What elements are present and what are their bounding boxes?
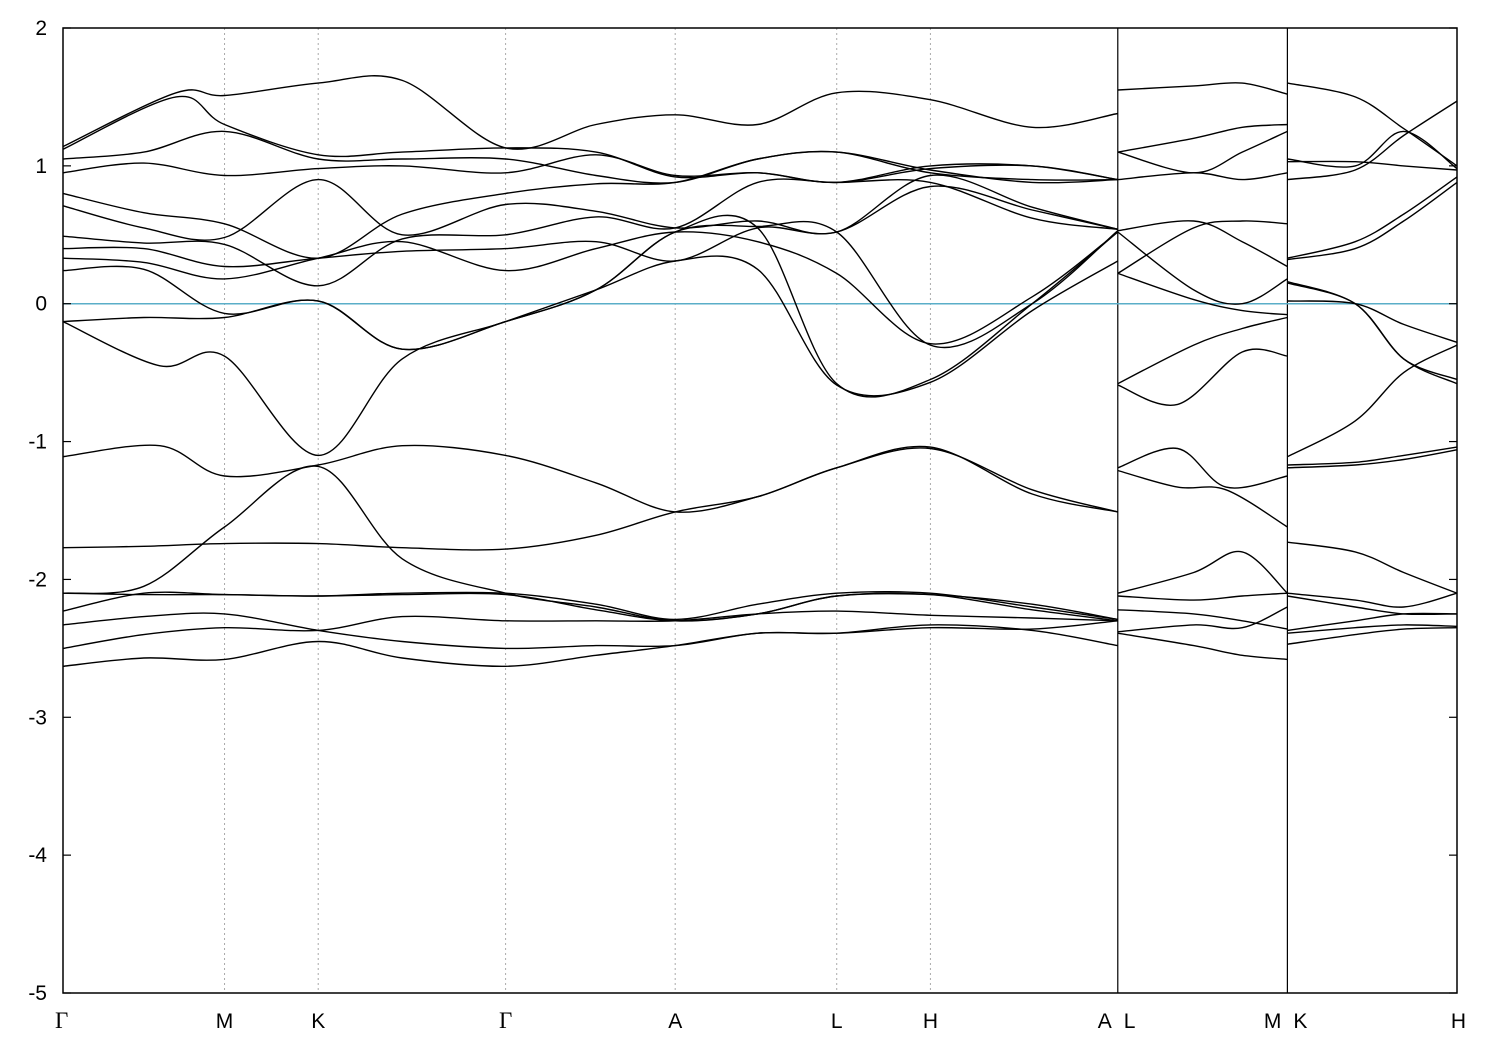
y-tick-label: -3 — [28, 706, 47, 729]
band-line — [1287, 130, 1458, 170]
band-line — [1117, 123, 1288, 153]
band-line — [1287, 624, 1458, 634]
y-axis-ticks: 2 1 0 -1 -2 -3 -4 -5 — [28, 17, 1457, 1005]
kpoint-label: M — [216, 1010, 234, 1033]
band-line — [1117, 82, 1288, 95]
band-line — [62, 231, 1119, 345]
band-line — [1287, 344, 1458, 458]
kpoint-label: K — [1293, 1010, 1307, 1033]
band-line — [1117, 447, 1288, 489]
kpoint-label: H — [923, 1010, 938, 1033]
band-line — [1117, 172, 1288, 181]
band-line — [1287, 176, 1458, 259]
band-line — [62, 590, 1118, 621]
band-line — [62, 624, 1118, 668]
band-line — [1117, 316, 1288, 385]
band-line — [62, 130, 1118, 184]
band-line — [1117, 272, 1288, 316]
band-line — [1117, 609, 1288, 630]
band-line — [1117, 550, 1288, 594]
band-line — [62, 174, 1118, 241]
band-line — [1117, 469, 1288, 528]
band-line — [1117, 632, 1288, 661]
band-line — [62, 444, 1118, 513]
band-line — [1117, 606, 1288, 633]
band-line — [1287, 449, 1458, 469]
band-line — [1117, 220, 1288, 274]
band-line — [62, 610, 1118, 650]
band-line — [62, 154, 1118, 184]
band-line — [62, 465, 1118, 622]
band-line — [1287, 627, 1458, 645]
y-tick-label: -4 — [28, 844, 47, 867]
band-line — [62, 95, 1118, 184]
band-line — [62, 612, 1118, 650]
kpoint-label: A — [1098, 1010, 1112, 1033]
y-tick-label: 0 — [35, 293, 47, 316]
band-line — [62, 185, 1118, 268]
y-tick-label: 1 — [35, 155, 47, 178]
band-line — [1287, 82, 1458, 167]
y-tick-label: 2 — [35, 17, 47, 40]
band-line — [1287, 446, 1458, 466]
kpoint-label: Γ — [55, 1008, 68, 1033]
band-line — [62, 150, 1118, 259]
band-line — [1287, 100, 1458, 181]
band-line — [1117, 348, 1288, 406]
kpoint-label: L — [831, 1010, 843, 1033]
kpoint-label: H — [1451, 1010, 1466, 1033]
y-tick-label: -5 — [28, 982, 47, 1005]
band-line — [62, 220, 1119, 351]
band-line — [1117, 220, 1288, 268]
y-tick-label: -1 — [28, 431, 47, 454]
band-line — [62, 75, 1118, 150]
band-line — [1287, 281, 1458, 381]
kpoint-label: K — [311, 1010, 325, 1033]
kpoint-label: A — [668, 1010, 682, 1033]
band-line — [62, 214, 1119, 398]
kpoint-label: L — [1124, 1010, 1136, 1033]
band-line — [1287, 541, 1458, 594]
band-line — [62, 255, 1119, 457]
band-line — [1287, 592, 1458, 608]
band-line — [1117, 592, 1288, 601]
band-lines-layer — [62, 75, 1458, 668]
band-line — [62, 447, 1118, 551]
grid-layer — [224, 28, 1288, 993]
band-line — [1287, 595, 1458, 616]
kpoint-label: M — [1264, 1010, 1282, 1033]
band-line — [1287, 282, 1458, 385]
plot-frame — [62, 27, 1458, 994]
band-line — [1117, 130, 1288, 174]
band-line — [1117, 231, 1288, 305]
band-line — [1287, 160, 1458, 171]
band-line — [1287, 612, 1458, 632]
y-tick-label: -2 — [28, 568, 47, 591]
kpoint-label: Γ — [499, 1008, 512, 1033]
band-line — [1287, 300, 1458, 343]
band-line — [62, 178, 1118, 287]
band-line — [1287, 181, 1458, 261]
